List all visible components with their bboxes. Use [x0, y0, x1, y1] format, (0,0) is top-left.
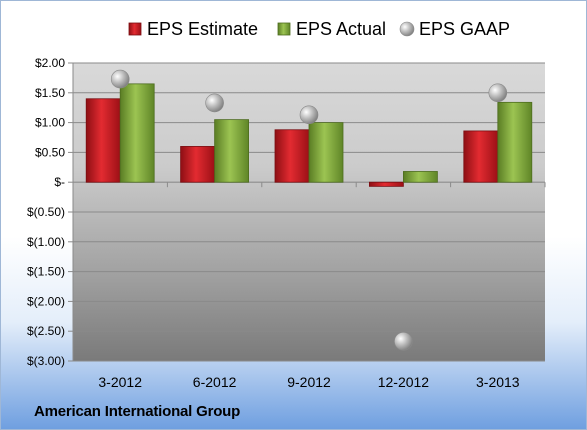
x-tick-label: 12-2012 — [378, 374, 430, 390]
y-tick-label: $2.00 — [35, 56, 65, 70]
x-tick-label: 3-2013 — [476, 374, 520, 390]
bar-eps-estimate — [85, 98, 121, 183]
marker-eps-gaap — [205, 93, 224, 113]
legend-swatch — [277, 22, 291, 36]
y-tick-label: $1.00 — [35, 116, 65, 130]
legend-swatch — [399, 21, 415, 37]
x-tick-label: 6-2012 — [193, 374, 237, 390]
marker-eps-gaap — [299, 105, 319, 125]
y-tick-label: $(1.50) — [27, 265, 65, 279]
legend-label: EPS GAAP — [419, 19, 510, 39]
y-tick-label: $(1.00) — [27, 235, 65, 249]
y-tick-label: $(0.50) — [27, 205, 65, 219]
bar-eps-actual — [119, 83, 155, 183]
y-tick-label: $(2.50) — [27, 324, 65, 338]
bar-eps-estimate — [180, 146, 216, 183]
bar-eps-actual — [497, 101, 533, 183]
bar-eps-actual — [402, 171, 438, 183]
marker-eps-gaap — [110, 69, 130, 89]
bar-eps-estimate — [368, 181, 404, 187]
legend-label: EPS Actual — [296, 19, 386, 39]
y-tick-label: $0.50 — [35, 145, 65, 159]
y-tick-label: $(2.00) — [27, 294, 65, 308]
marker-eps-gaap — [394, 332, 413, 351]
marker-eps-gaap — [488, 83, 508, 103]
bar-eps-actual — [308, 122, 344, 183]
bar-eps-estimate — [463, 130, 499, 183]
company-name: American International Group — [34, 403, 241, 420]
bar-eps-estimate — [274, 129, 310, 183]
x-tick-label: 9-2012 — [287, 374, 331, 390]
y-tick-label: $1.50 — [35, 86, 65, 100]
y-tick-label: $(3.00) — [27, 354, 65, 368]
x-tick-label: 3-2012 — [98, 374, 142, 390]
y-tick-label: $- — [54, 175, 65, 189]
bar-eps-actual — [214, 119, 250, 183]
legend-label: EPS Estimate — [147, 19, 258, 39]
legend-swatch — [128, 22, 142, 36]
